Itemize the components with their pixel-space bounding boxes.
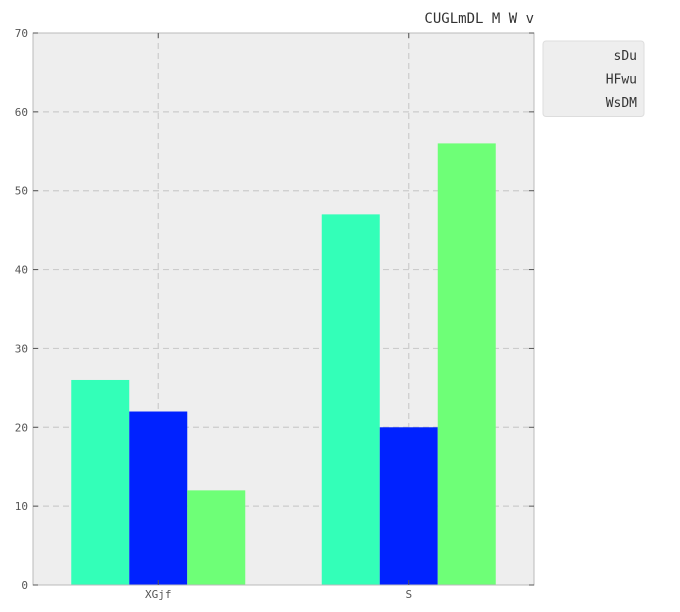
legend-box [542, 40, 645, 117]
bar-sDu-XGjf [71, 379, 130, 585]
bar-HFwu-S [379, 427, 438, 585]
y-tick-label: 60 [15, 106, 28, 119]
tick-labels: 0 10 20 30 40 50 60 70 XGjf S [15, 27, 412, 601]
axes [32, 32, 535, 586]
bars [71, 143, 496, 585]
bar-WsDM-XGjf [187, 490, 246, 585]
y-tick-label: 30 [15, 342, 28, 355]
y-tick-label: 70 [15, 27, 28, 40]
chart-title: CUGLmDL M W v [424, 11, 534, 27]
legend-label-HFwu: HFwu [606, 73, 637, 88]
x-tick-label: XGjf [145, 588, 172, 601]
y-tick-label: 10 [15, 500, 28, 513]
bar-WsDM-S [437, 143, 496, 585]
y-tick-label: 50 [15, 185, 28, 198]
x-tick-label: S [405, 588, 412, 601]
legend-label-sDu: sDu [614, 49, 637, 64]
bar-sDu-S [321, 214, 380, 585]
axes-frame [32, 32, 535, 586]
legend: sDu HFwu WsDM [542, 40, 645, 117]
legend-label-WsDM: WsDM [606, 96, 637, 111]
y-tick-label: 0 [21, 579, 28, 592]
bar-HFwu-XGjf [129, 411, 188, 585]
y-tick-label: 40 [15, 264, 28, 277]
y-tick-label: 20 [15, 421, 28, 434]
